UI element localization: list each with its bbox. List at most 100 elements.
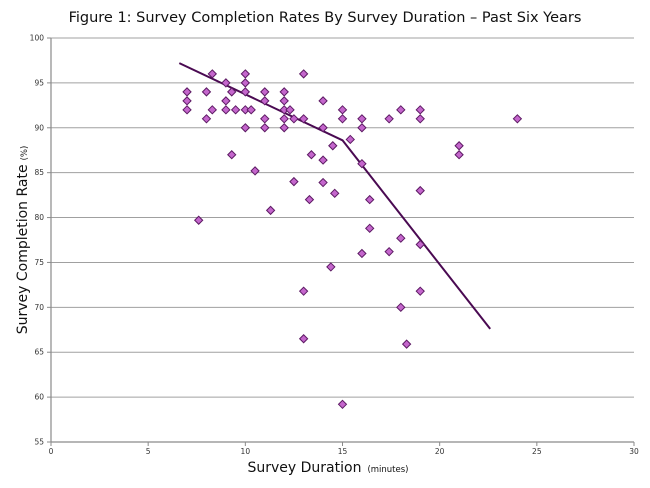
- data-point: [289, 114, 299, 124]
- y-tick-label: 95: [34, 78, 44, 87]
- data-point: [260, 96, 270, 106]
- trend-line: [178, 62, 491, 330]
- y-tick-label: 100: [30, 34, 45, 43]
- data-point: [415, 185, 425, 196]
- chart-title: Figure 1: Survey Completion Rates By Sur…: [69, 10, 582, 26]
- data-point: [250, 166, 260, 176]
- data-point: [207, 105, 218, 115]
- data-point: [240, 78, 251, 88]
- data-point: [337, 105, 348, 115]
- y-tick-labels: 55 60 65 70 75 80 85 90 95 100: [30, 34, 45, 447]
- data-point: [318, 177, 328, 188]
- data-point: [227, 87, 237, 97]
- data-point: [265, 205, 276, 216]
- data-point: [230, 105, 241, 115]
- data-point: [318, 96, 328, 106]
- y-tick-label: 65: [34, 348, 44, 357]
- y-tick-label: 90: [34, 123, 44, 132]
- data-point: [240, 69, 251, 79]
- data-point: [207, 69, 218, 79]
- data-point: [260, 123, 270, 133]
- data-point: [182, 96, 192, 106]
- data-point: [384, 246, 394, 257]
- gridlines: [51, 37, 634, 398]
- data-point: [364, 223, 375, 234]
- data-point: [298, 114, 309, 124]
- data-point: [279, 96, 289, 106]
- data-point: [357, 123, 367, 133]
- data-point: [246, 105, 256, 115]
- data-point: [357, 248, 367, 259]
- data-point: [396, 302, 406, 313]
- data-point: [318, 155, 328, 165]
- data-point: [279, 87, 289, 97]
- x-tick-label: 10: [241, 447, 251, 456]
- data-point: [182, 87, 192, 97]
- x-axis-label: Survey Duration: [247, 460, 361, 476]
- data-point: [298, 69, 309, 79]
- data-point: [330, 188, 340, 199]
- trend-line-group: [178, 62, 491, 330]
- data-point: [193, 215, 204, 225]
- axes: [47, 37, 635, 446]
- y-tick-label: 75: [34, 258, 44, 267]
- data-point: [415, 114, 425, 124]
- data-point: [318, 123, 328, 133]
- data-point: [260, 87, 270, 97]
- x-tick-label: 20: [435, 447, 445, 456]
- x-tick-label: 30: [629, 447, 639, 456]
- data-point: [285, 105, 295, 115]
- x-axis-unit: (minutes): [367, 465, 408, 475]
- data-point: [240, 87, 251, 97]
- data-point: [304, 194, 315, 205]
- data-point: [512, 114, 523, 124]
- data-point: [357, 158, 367, 169]
- data-point: [227, 150, 237, 160]
- x-tick-label: 5: [146, 447, 151, 456]
- data-point: [337, 114, 348, 124]
- data-point: [401, 339, 412, 349]
- data-point: [415, 286, 425, 296]
- data-point: [396, 233, 406, 243]
- data-point: [306, 150, 317, 160]
- y-axis-label: Survey Completion Rate: [15, 164, 31, 334]
- data-point: [221, 78, 231, 88]
- x-tick-labels: 0 5 10 15 20 25 30: [49, 447, 639, 456]
- data-point: [279, 114, 289, 124]
- data-point: [298, 334, 309, 344]
- data-point: [415, 105, 425, 115]
- data-point: [337, 399, 348, 410]
- data-point: [364, 194, 375, 205]
- data-point: [415, 239, 425, 250]
- data-point: [201, 114, 212, 124]
- data-point: [328, 141, 338, 151]
- data-point: [260, 114, 270, 124]
- y-tick-label: 80: [34, 213, 44, 222]
- data-point: [384, 114, 394, 124]
- y-axis-unit: (%): [20, 146, 30, 161]
- data-point: [454, 141, 464, 151]
- y-tick-label: 60: [34, 393, 44, 402]
- y-tick-label: 55: [34, 438, 44, 447]
- data-points: [182, 69, 523, 410]
- data-point: [221, 96, 231, 106]
- data-point: [454, 150, 464, 160]
- data-point: [279, 123, 289, 133]
- data-point: [396, 105, 406, 115]
- data-point: [221, 105, 231, 115]
- y-axis-title: Survey Completion Rate (%): [15, 146, 31, 335]
- data-point: [240, 123, 251, 133]
- x-tick-label: 15: [338, 447, 348, 456]
- x-tick-label: 0: [49, 447, 54, 456]
- data-point: [289, 176, 299, 187]
- y-tick-label: 70: [34, 303, 44, 312]
- x-tick-label: 25: [532, 447, 542, 456]
- data-point: [182, 105, 192, 115]
- data-point: [345, 134, 355, 145]
- data-point: [357, 114, 367, 124]
- x-axis-title: Survey Duration (minutes): [247, 460, 408, 476]
- data-point: [201, 87, 212, 97]
- data-point: [298, 286, 309, 296]
- y-tick-label: 85: [34, 168, 44, 177]
